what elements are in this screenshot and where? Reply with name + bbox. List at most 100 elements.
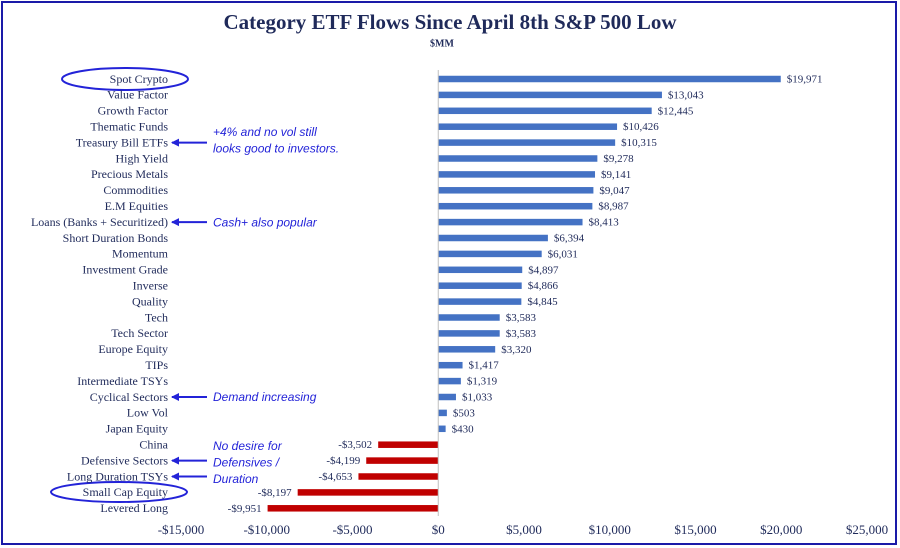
value-label: $4,845 <box>527 296 558 308</box>
value-label: $3,583 <box>506 312 537 324</box>
y-tick-label: Short Duration Bonds <box>63 231 169 245</box>
value-label: $430 <box>452 423 475 435</box>
bar <box>438 171 596 178</box>
annotation: Demand increasing <box>213 390 317 404</box>
value-label: $10,426 <box>623 121 659 133</box>
value-label: $1,417 <box>469 360 500 372</box>
x-tick-label: -$5,000 <box>332 522 372 537</box>
annotation: No desire for <box>213 439 283 453</box>
bar <box>358 473 439 480</box>
bar <box>438 91 662 99</box>
value-label: -$4,199 <box>326 455 360 467</box>
y-tick-label: Japan Equity <box>106 422 168 436</box>
y-tick-label: Quality <box>132 294 168 308</box>
y-tick-label: Small Cap Equity <box>83 485 168 499</box>
bar <box>438 298 522 305</box>
y-tick-label: E.M Equities <box>105 199 169 213</box>
annotation: +4% and no vol still <box>213 125 317 139</box>
y-tick-label: Defensive Sectors <box>81 453 168 467</box>
value-label: $19,971 <box>787 74 823 86</box>
y-tick-label: TIPs <box>145 358 168 372</box>
value-label: $4,866 <box>528 280 559 292</box>
bar <box>438 282 522 289</box>
y-tick-label: Spot Crypto <box>110 72 168 86</box>
y-tick-label: Tech Sector <box>111 326 168 340</box>
highlight-circle <box>61 67 189 91</box>
y-tick-label: Long Duration TSYs <box>67 469 168 483</box>
bar <box>438 75 781 83</box>
bar <box>438 393 456 401</box>
annotation: Duration <box>213 472 259 486</box>
chart-title: Category ETF Flows Since April 8th S&P 5… <box>223 10 677 34</box>
value-label: -$9,951 <box>228 503 262 515</box>
value-label: -$8,197 <box>258 487 292 499</box>
x-tick-label: $0 <box>432 522 445 537</box>
x-tick-label: -$15,000 <box>158 522 205 537</box>
y-tick-label: Tech <box>145 310 168 324</box>
x-tick-label: $5,000 <box>506 522 542 537</box>
y-tick-label: Growth Factor <box>98 104 168 118</box>
bar <box>438 314 500 321</box>
annotation: looks good to investors. <box>213 142 339 156</box>
highlight-circle <box>50 481 188 503</box>
value-label: $8,413 <box>589 217 620 229</box>
value-label: $3,583 <box>506 328 537 340</box>
x-tick-label: $20,000 <box>760 522 802 537</box>
y-tick-label: Cyclical Sectors <box>90 390 169 404</box>
y-tick-label: Intermediate TSYs <box>77 374 168 388</box>
bar <box>438 250 542 258</box>
bar <box>438 409 447 417</box>
y-tick-label: Levered Long <box>100 501 168 515</box>
bar <box>438 218 583 226</box>
bar <box>438 202 593 210</box>
bar <box>438 123 618 130</box>
bar <box>438 234 548 242</box>
y-tick-label: Value Factor <box>107 88 168 102</box>
bar <box>438 107 652 115</box>
bar <box>297 489 439 496</box>
bar <box>438 187 594 194</box>
value-label: $9,047 <box>599 185 630 197</box>
value-label: $12,445 <box>658 105 694 117</box>
value-label: -$3,502 <box>338 439 372 451</box>
value-label: $6,394 <box>554 233 585 245</box>
bar <box>438 266 523 274</box>
chart-subtitle: $MM <box>430 38 454 49</box>
value-label: $4,897 <box>528 264 559 276</box>
y-tick-label: Europe Equity <box>98 342 168 356</box>
y-tick-label: Precious Metals <box>91 167 168 181</box>
y-tick-label: High Yield <box>115 151 168 165</box>
x-tick-label: -$10,000 <box>243 522 290 537</box>
y-tick-label: Momentum <box>112 247 169 261</box>
value-label: $9,141 <box>601 169 631 181</box>
value-label: $13,043 <box>668 89 704 101</box>
bar <box>267 505 439 512</box>
bar <box>438 139 616 146</box>
value-label: $1,319 <box>467 376 498 388</box>
value-label: $9,278 <box>603 153 634 165</box>
y-tick-label: Commodities <box>103 183 168 197</box>
bar <box>438 155 598 162</box>
y-tick-label: Inverse <box>133 278 168 292</box>
value-label: $8,987 <box>598 201 629 213</box>
y-tick-label: Low Vol <box>127 406 169 420</box>
y-tick-label: China <box>139 437 168 451</box>
value-label: $3,320 <box>501 344 532 356</box>
value-label: $503 <box>453 407 476 419</box>
bar <box>438 377 461 385</box>
y-tick-label: Investment Grade <box>82 263 168 277</box>
value-label: -$4,653 <box>319 471 353 483</box>
bar <box>438 330 500 337</box>
bar <box>438 425 446 433</box>
bar <box>366 457 439 464</box>
y-tick-label: Treasury Bill ETFs <box>76 135 169 149</box>
bar <box>438 361 463 369</box>
bar <box>438 346 496 353</box>
y-tick-label: Thematic Funds <box>90 119 168 133</box>
x-tick-label: $10,000 <box>589 522 631 537</box>
value-label: $1,033 <box>462 392 493 404</box>
bar <box>378 441 439 448</box>
x-tick-label: $25,000 <box>846 522 888 537</box>
